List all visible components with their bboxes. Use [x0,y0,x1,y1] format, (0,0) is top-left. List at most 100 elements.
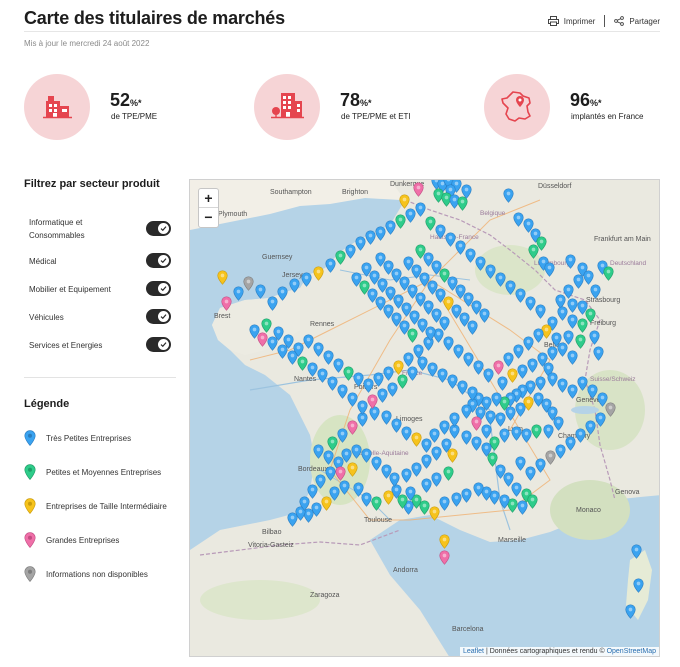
green-map-marker[interactable] [397,494,408,509]
blue-map-marker[interactable] [455,240,466,255]
blue-map-marker[interactable] [435,224,446,239]
blue-map-marker[interactable] [407,284,418,299]
blue-map-marker[interactable] [473,482,484,497]
blue-map-marker[interactable] [411,264,422,279]
blue-map-marker[interactable] [337,384,348,399]
green-map-marker[interactable] [528,244,539,259]
blue-map-marker[interactable] [503,352,514,367]
blue-map-marker[interactable] [481,442,492,457]
blue-map-marker[interactable] [377,388,388,403]
share-button[interactable]: Partager [614,16,660,26]
grey-map-marker[interactable] [545,450,556,465]
blue-map-marker[interactable] [303,508,314,523]
blue-map-marker[interactable] [567,350,578,365]
blue-map-marker[interactable] [391,312,402,327]
green-map-marker[interactable] [419,500,430,515]
blue-map-marker[interactable] [367,288,378,303]
blue-map-marker[interactable] [415,292,426,307]
blue-map-marker[interactable] [455,284,466,299]
blue-map-marker[interactable] [431,446,442,461]
blue-map-marker[interactable] [409,310,420,325]
green-map-marker[interactable] [297,356,308,371]
map-container[interactable]: Southampton Brighton Plymouth Guernsey J… [189,179,660,657]
blue-map-marker[interactable] [339,480,350,495]
yellow-map-marker[interactable] [313,266,324,281]
yellow-map-marker[interactable] [541,324,552,339]
blue-map-marker[interactable] [403,352,414,367]
blue-map-marker[interactable] [385,286,396,301]
blue-map-marker[interactable] [467,386,478,401]
blue-map-marker[interactable] [421,478,432,493]
blue-map-marker[interactable] [423,300,434,315]
blue-map-marker[interactable] [471,436,482,451]
blue-map-marker[interactable] [451,304,462,319]
blue-map-marker[interactable] [527,358,538,373]
pink-map-marker[interactable] [335,466,346,481]
blue-map-marker[interactable] [547,372,558,387]
blue-map-marker[interactable] [441,438,452,453]
blue-map-marker[interactable] [483,368,494,383]
blue-map-marker[interactable] [505,280,516,295]
green-map-marker[interactable] [603,266,614,281]
blue-map-marker[interactable] [590,284,601,299]
blue-map-marker[interactable] [595,412,606,427]
blue-map-marker[interactable] [515,402,526,417]
blue-map-marker[interactable] [427,280,438,295]
blue-map-marker[interactable] [435,288,446,303]
blue-map-marker[interactable] [431,472,442,487]
blue-map-marker[interactable] [521,428,532,443]
blue-map-marker[interactable] [451,492,462,507]
green-map-marker[interactable] [585,308,596,323]
zoom-in-button[interactable]: + [199,189,218,208]
green-map-marker[interactable] [407,328,418,343]
yellow-map-marker[interactable] [399,194,410,209]
blue-map-marker[interactable] [467,320,478,335]
blue-map-marker[interactable] [485,410,496,425]
blue-map-marker[interactable] [533,328,544,343]
blue-map-marker[interactable] [567,314,578,329]
blue-map-marker[interactable] [283,334,294,349]
blue-map-marker[interactable] [481,396,492,411]
blue-map-marker[interactable] [233,286,244,301]
print-button[interactable]: Imprimer [547,16,595,26]
blue-map-marker[interactable] [307,362,318,377]
blue-map-marker[interactable] [353,372,364,387]
blue-map-marker[interactable] [503,472,514,487]
blue-map-marker[interactable] [465,248,476,263]
zoom-out-button[interactable]: − [204,209,213,225]
yellow-map-marker[interactable] [393,360,404,375]
blue-map-marker[interactable] [273,326,284,341]
blue-map-marker[interactable] [505,406,516,421]
blue-map-marker[interactable] [481,424,492,439]
blue-map-marker[interactable] [361,492,372,507]
blue-map-marker[interactable] [267,336,278,351]
blue-map-marker[interactable] [547,346,558,361]
blue-map-marker[interactable] [631,544,642,559]
blue-map-marker[interactable] [383,366,394,381]
green-map-marker[interactable] [261,318,272,333]
blue-map-marker[interactable] [391,484,402,499]
blue-map-marker[interactable] [633,578,644,593]
blue-map-marker[interactable] [583,270,594,285]
blue-map-marker[interactable] [421,438,432,453]
blue-map-marker[interactable] [573,274,584,289]
green-map-marker[interactable] [371,496,382,511]
blue-map-marker[interactable] [565,436,576,451]
blue-map-marker[interactable] [544,262,555,277]
blue-map-marker[interactable] [503,188,514,203]
blue-map-marker[interactable] [391,268,402,283]
blue-map-marker[interactable] [375,226,386,241]
green-map-marker[interactable] [531,424,542,439]
blue-map-marker[interactable] [385,220,396,235]
blue-map-marker[interactable] [445,232,456,247]
blue-map-marker[interactable] [369,406,380,421]
yellow-map-marker[interactable] [321,496,332,511]
green-map-marker[interactable] [335,250,346,265]
green-map-marker[interactable] [527,494,538,509]
yellow-map-marker[interactable] [347,462,358,477]
blue-map-marker[interactable] [423,252,434,267]
blue-map-marker[interactable] [295,506,306,521]
blue-map-marker[interactable] [315,474,326,489]
blue-map-marker[interactable] [475,256,486,271]
blue-map-marker[interactable] [563,330,574,345]
